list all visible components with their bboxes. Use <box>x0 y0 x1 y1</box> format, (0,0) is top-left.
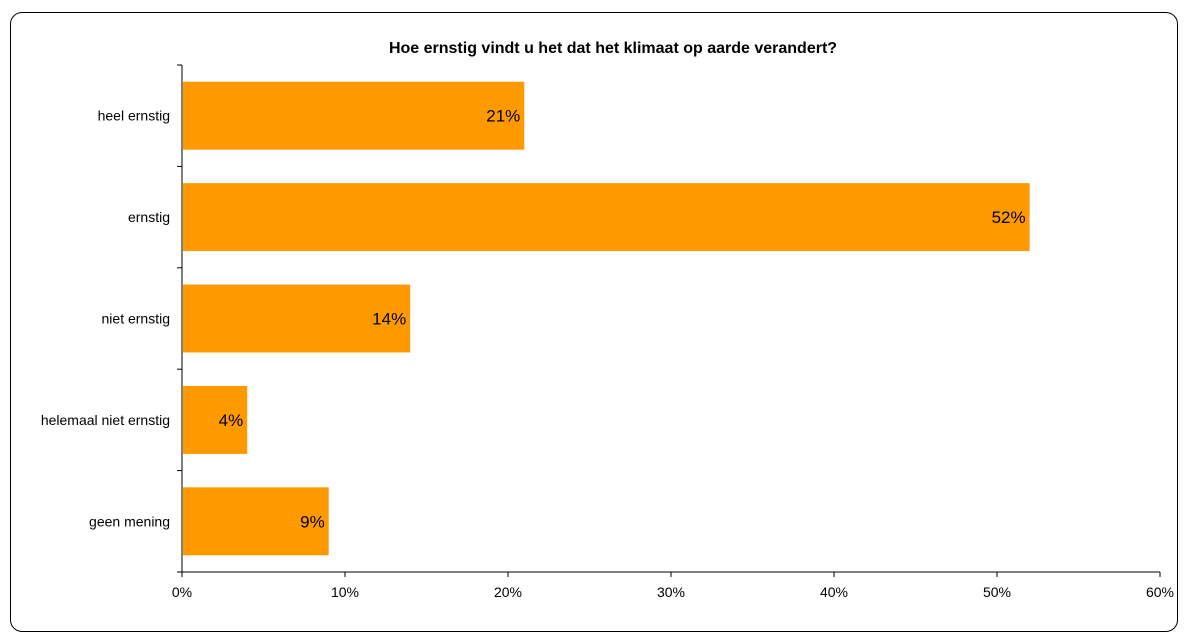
category-label: heel ernstig <box>98 108 170 124</box>
x-tick-label: 50% <box>983 584 1011 600</box>
data-label: 21% <box>486 107 520 126</box>
x-tick-label: 20% <box>494 584 522 600</box>
category-label: ernstig <box>128 209 170 225</box>
data-label: 52% <box>992 208 1026 227</box>
x-tick-label: 60% <box>1146 584 1174 600</box>
x-tick-label: 40% <box>820 584 848 600</box>
data-label: 9% <box>300 512 325 531</box>
bar <box>183 385 248 454</box>
chart-title: Hoe ernstig vindt u het dat het klimaat … <box>388 40 838 57</box>
category-label: niet ernstig <box>102 311 170 327</box>
bar <box>183 81 525 150</box>
x-tick-label: 30% <box>657 584 685 600</box>
x-tick-label: 10% <box>331 584 359 600</box>
data-label: 4% <box>219 411 244 430</box>
bar <box>183 284 411 353</box>
x-tick-label: 0% <box>172 584 192 600</box>
data-label: 14% <box>372 310 406 329</box>
category-label: helemaal niet ernstig <box>41 412 170 428</box>
bar <box>183 183 1030 252</box>
category-label: geen mening <box>89 513 170 529</box>
bar <box>183 487 329 556</box>
